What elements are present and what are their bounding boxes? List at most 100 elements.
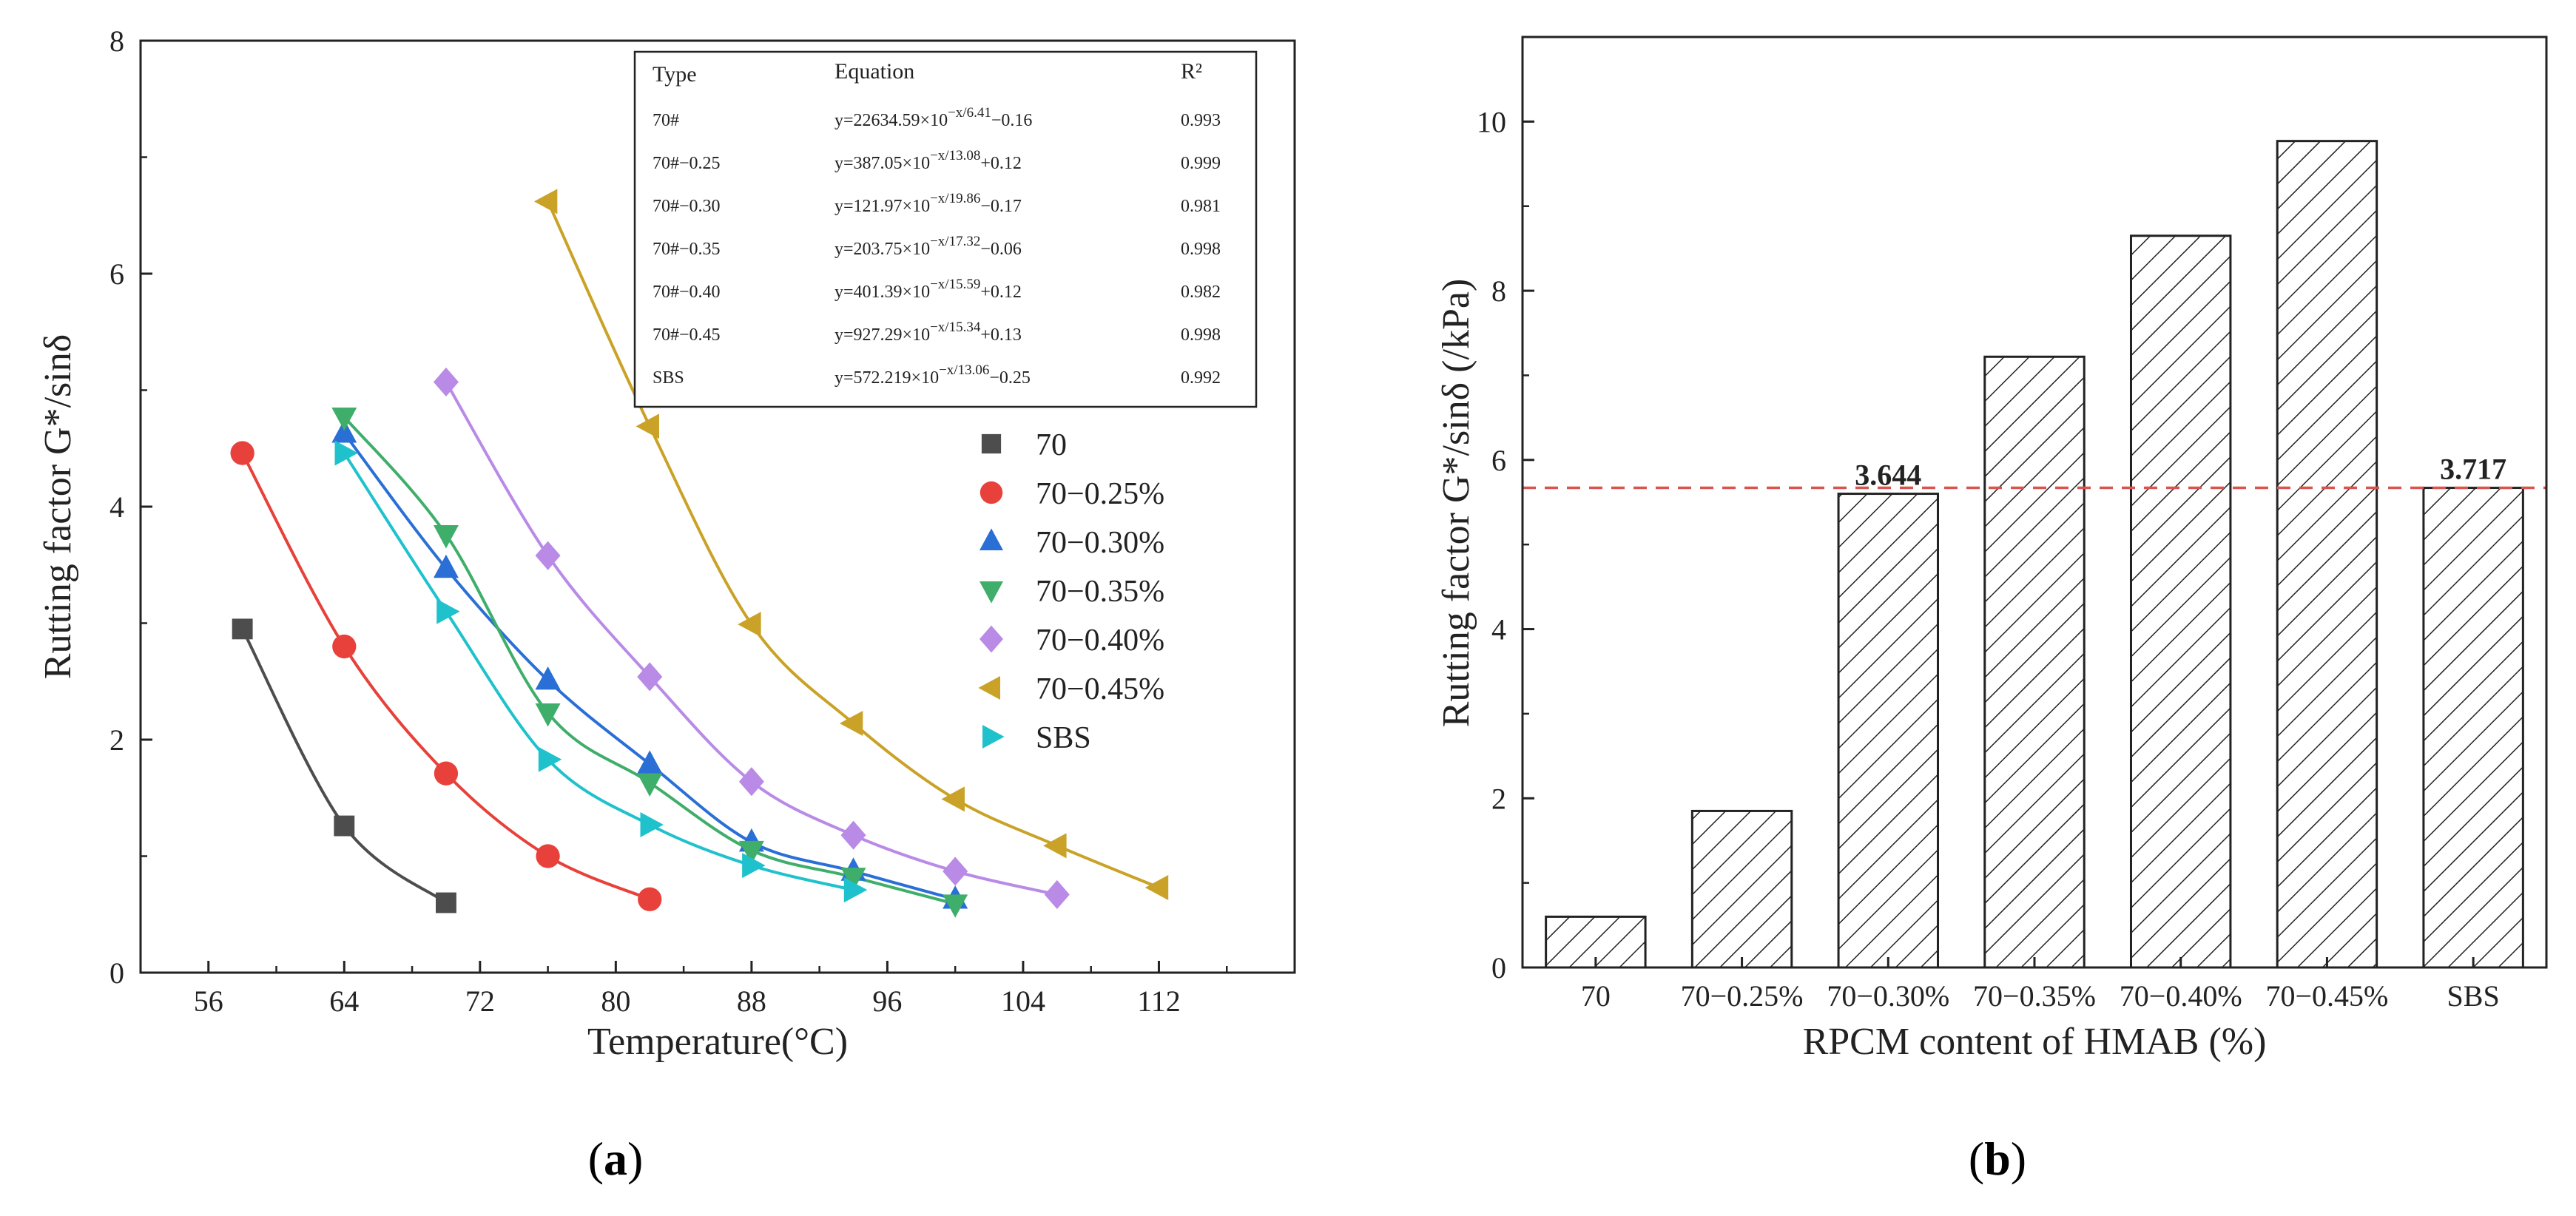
data-point-70-0-40: [535, 541, 561, 570]
equation-base: y=572.219×10: [834, 368, 939, 388]
table-cell-r2: 0.992: [1181, 368, 1221, 388]
legend-label-70-0-45: 70−0.45%: [1036, 672, 1164, 706]
table-cell-type: 70#: [653, 111, 679, 130]
legend-marker-70-0-30: [980, 528, 1003, 550]
table-header-equation: Equation: [834, 59, 914, 84]
y-tick-label-b: 8: [1491, 274, 1506, 308]
legend-marker-sbs: [982, 725, 1005, 749]
legend-a: 70 70−0.25% 70−0.30% 70−0.35% 70−0.40% 70−0.4…: [978, 428, 1164, 755]
legend-marker-70-0-45: [978, 676, 1000, 700]
data-labels-b: 3.644 3.717: [1855, 453, 2506, 492]
table-header-r2: R²: [1181, 59, 1202, 84]
data-point-70-0-35: [433, 525, 459, 549]
equation-exponent: −x/13.08: [930, 148, 980, 163]
bar-70-0-30: [1837, 493, 1940, 969]
x-tick-label-a: 96: [872, 984, 902, 1018]
bar-data-label: 3.717: [2440, 453, 2506, 486]
table-cell-r2: 0.998: [1181, 325, 1221, 345]
x-tick-label-a: 72: [465, 984, 495, 1018]
data-point-70-0-35: [840, 868, 866, 891]
panel-letter-b: b: [1984, 1132, 2011, 1185]
equation-exponent: −x/19.86: [930, 191, 980, 206]
legend-label-70-0-40: 70−0.40%: [1036, 624, 1164, 658]
equation-exponent: −x/6.41: [948, 105, 991, 121]
fit-curve-sbs: [343, 452, 854, 892]
bar-70-0-40: [2129, 234, 2232, 969]
table-cell-equation: y=22634.59×10−x/6.41−0.16: [834, 105, 1032, 130]
table-cell-r2: 0.981: [1181, 197, 1221, 216]
bar-sbs: [2422, 487, 2524, 969]
equation-base: y=203.75×10: [834, 240, 930, 259]
bar-data-label: 3.644: [1855, 459, 1921, 492]
equation-table-frame: [633, 50, 1258, 408]
data-point-sbs: [640, 811, 664, 837]
y-tick-label-b: 2: [1491, 782, 1506, 815]
y-tick-label-a: 8: [109, 24, 124, 58]
bar-70-0-45: [2276, 140, 2378, 969]
data-points-a: [230, 189, 1169, 918]
table-cell-equation: y=387.05×10−x/13.08+0.12: [834, 148, 1022, 173]
table-cell-type: 70#−0.35: [653, 240, 721, 259]
table-cell-r2: 0.998: [1181, 240, 1221, 259]
fit-curve-70: [240, 628, 448, 905]
data-point-70-0-35: [331, 407, 357, 431]
table-cell-type: 70#−0.30: [653, 197, 721, 216]
data-point-sbs: [742, 853, 766, 879]
table-cell-equation: y=572.219×10−x/13.06−0.25: [834, 362, 1031, 388]
data-point-70-0-45: [533, 189, 558, 215]
equation-constant: +0.12: [980, 283, 1022, 302]
axis-ticks-a: 56 64 72 80 88 96 104 112 0 2 4 6 8: [109, 24, 1228, 1018]
x-axis-label-b: RPCM content of HMAB (%): [1803, 1021, 2267, 1063]
table-cell-r2: 0.982: [1181, 283, 1221, 302]
data-point-70-0-40: [433, 367, 459, 397]
legend-marker-70: [981, 433, 1002, 454]
y-tick-label-b: 0: [1491, 951, 1506, 984]
x-tick-label-b: 70−0.25%: [1681, 979, 1804, 1013]
y-tick-label-b: 10: [1477, 105, 1506, 138]
data-point-70-0-35: [535, 703, 561, 727]
panel-label-a: (a): [588, 1132, 644, 1185]
axis-ticks-b: 70 70−0.25% 70−0.30% 70−0.35% 70−0.40% 70−0.4…: [1477, 36, 2500, 1013]
legend-label-70-0-25: 70−0.25%: [1036, 477, 1164, 511]
equation-constant: +0.12: [980, 154, 1022, 173]
y-axis-label-b: Rutting factor G*/sinδ (/kPa): [1435, 279, 1477, 728]
table-cell-type: 70#−0.25: [653, 154, 721, 173]
equation-base: y=401.39×10: [834, 283, 930, 302]
table-cell-type: 70#−0.45: [653, 325, 721, 345]
data-point-70-0-45: [635, 413, 659, 439]
data-point-sbs: [436, 598, 460, 624]
bar-70-0-35: [1983, 355, 2086, 969]
data-point-70-0-35: [738, 840, 764, 865]
equation-base: y=927.29×10: [834, 325, 930, 345]
table-cell-equation: y=401.39×10−x/15.59+0.12: [834, 277, 1022, 302]
equation-constant: −0.06: [980, 240, 1022, 259]
equation-constant: +0.13: [980, 325, 1022, 345]
data-point-70-0-45: [1144, 875, 1169, 901]
legend-label-sbs: SBS: [1036, 721, 1091, 755]
equation-constant: −0.17: [980, 197, 1022, 216]
chart-b: 70 70−0.25% 70−0.30% 70−0.35% 70−0.40% 70−0.4…: [1435, 36, 2548, 1185]
table-cell-equation: y=927.29×10−x/15.34+0.13: [834, 320, 1022, 345]
legend-marker-70-0-40: [980, 625, 1003, 653]
data-point-70-0-25: [332, 634, 357, 659]
fit-curve-70-0-40: [445, 381, 1058, 896]
y-tick-label-a: 0: [109, 956, 124, 990]
equation-table: Type Equation R² 70# y=22634.59×10−x/6.41…: [633, 50, 1258, 408]
data-point-70-0-25: [536, 844, 560, 868]
panel-letter-a: a: [604, 1132, 627, 1185]
x-tick-label-b: 70−0.30%: [1827, 979, 1949, 1013]
table-cell-type: 70#−0.40: [653, 283, 721, 302]
data-point-70-0-40: [840, 820, 866, 850]
x-tick-label-b: 70: [1581, 979, 1611, 1013]
x-tick-label-a: 112: [1137, 984, 1181, 1018]
equation-exponent: −x/17.32: [930, 234, 980, 249]
table-cell-equation: y=203.75×10−x/17.32−0.06: [834, 234, 1022, 259]
data-point-sbs: [538, 746, 562, 772]
equation-constant: −0.16: [991, 111, 1033, 130]
x-tick-label-b: 70−0.40%: [2120, 979, 2242, 1013]
equation-base: y=121.97×10: [834, 197, 930, 216]
legend-label-70: 70: [1036, 428, 1067, 462]
panel-label-b: (b): [1969, 1132, 2026, 1185]
